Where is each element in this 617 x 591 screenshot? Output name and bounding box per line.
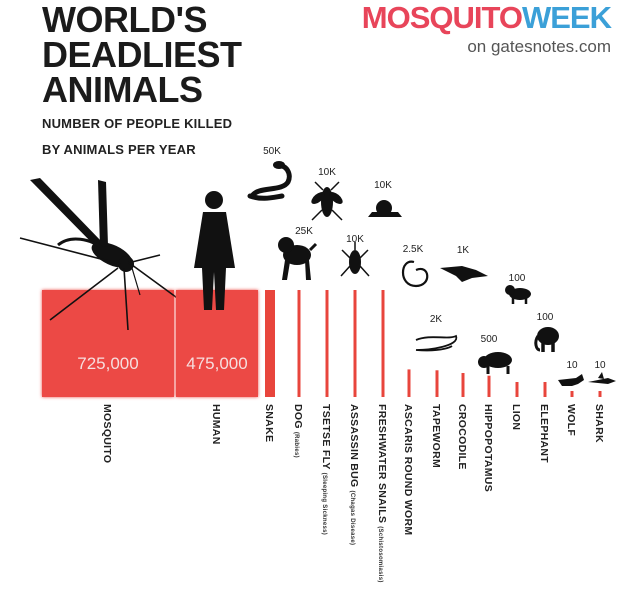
chart-subtitle-line-1: NUMBER OF PEOPLE KILLED — [42, 116, 233, 131]
bar-group-hippopotamus: 500 HIPPOPOTAMUS — [478, 334, 512, 492]
data-label: 725,000 — [77, 354, 138, 373]
brand-logo: MOSQUITOWEEK on gatesnotes.com — [361, 0, 612, 57]
bar-group-ascaris-round-worm: 2.5K ASCARIS ROUND WORM — [401, 244, 429, 535]
tapeworm-icon — [415, 334, 457, 352]
category-label: TAPEWORM — [430, 404, 442, 468]
data-label: 2K — [430, 314, 443, 325]
chart-title-line-1: WORLD'S — [42, 0, 208, 40]
bar — [381, 290, 385, 397]
data-label: 500 — [481, 334, 498, 345]
bar-group-freshwater-snails: 10K FRESHWATER SNAILS(Schistosomiasis) — [368, 180, 402, 583]
bar-group-snake: 50K SNAKE — [247, 146, 292, 442]
bar-group-wolf: 10 WOLF — [558, 360, 584, 436]
elephant-icon — [534, 327, 559, 352]
category-label: FRESHWATER SNAILS(Schistosomiasis) — [376, 404, 388, 583]
wolf-icon — [558, 374, 584, 386]
category-label: HUMAN — [210, 404, 222, 445]
bar — [515, 382, 519, 397]
category-label: SHARK — [593, 404, 605, 443]
hippopotamus-icon — [478, 352, 512, 374]
bar — [461, 373, 465, 397]
category-label: DOG(Rabies) — [292, 404, 304, 458]
data-label: 10K — [346, 234, 364, 245]
bar — [570, 391, 574, 397]
data-label: 2.5K — [403, 244, 424, 255]
dog-icon — [278, 237, 318, 280]
human-icon — [194, 191, 235, 310]
category-label: TSETSE FLY(Sleeping Sickness) — [320, 404, 332, 535]
bar-group-shark: 10 SHARK — [588, 360, 616, 443]
data-label: 100 — [537, 312, 554, 323]
bar — [543, 382, 547, 397]
roundworm-icon — [401, 260, 429, 288]
chart-title-block: WORLD'S DEADLIEST ANIMALS NUMBER OF PEOP… — [42, 2, 302, 159]
category-label: ASSASSIN BUG(Chagas Disease) — [348, 404, 360, 545]
category-label: HIPPOPOTAMUS — [482, 404, 494, 492]
bar — [407, 369, 411, 397]
data-label: 50K — [263, 146, 281, 157]
data-label: 10K — [318, 167, 336, 178]
bar-group-dog: 25K DOG(Rabies) — [278, 226, 318, 458]
data-label: 1K — [457, 245, 470, 256]
brand-wordmark: MOSQUITOWEEK — [361, 0, 612, 36]
data-label: 10 — [594, 360, 606, 371]
data-label: 100 — [509, 273, 526, 284]
bar-group-lion: 100 LION — [505, 273, 531, 430]
category-label: ASCARIS ROUND WORM — [402, 404, 414, 535]
tsetse-fly-icon — [311, 181, 343, 221]
brand-part-mosquito: MOSQUITO — [361, 0, 523, 35]
bar-group-assassin-bug: 10K ASSASSIN BUG(Chagas Disease) — [340, 234, 370, 545]
bar — [353, 290, 357, 397]
category-label: CROCODILE — [456, 404, 468, 470]
bar-group-mosquito: 725,000 MOSQUITO — [19, 178, 181, 463]
snail-icon — [368, 200, 402, 217]
bar-group-tapeworm: 2K TAPEWORM — [415, 314, 457, 468]
category-label: LION — [510, 404, 522, 430]
assassin-bug-icon — [340, 242, 370, 277]
data-label: 475,000 — [186, 354, 247, 373]
data-label: 10K — [374, 180, 392, 191]
data-label: 10 — [566, 360, 578, 371]
brand-part-week: WEEK — [522, 0, 612, 35]
snake-icon — [247, 161, 292, 201]
bar — [42, 290, 174, 397]
category-label: SNAKE — [263, 404, 275, 442]
category-label: MOSQUITO — [101, 404, 113, 463]
bar — [265, 290, 275, 397]
brand-url: on gatesnotes.com — [467, 37, 611, 56]
chart-title-line-3: ANIMALS — [42, 69, 203, 110]
bar — [435, 370, 439, 397]
bar — [297, 290, 301, 397]
bar-group-elephant: 100 ELEPHANT — [534, 312, 559, 463]
data-label: 25K — [295, 226, 313, 237]
shark-icon — [588, 372, 616, 384]
bar-group-crocodile: 1K CROCODILE — [440, 245, 488, 470]
lion-icon — [505, 285, 531, 304]
category-label: WOLF — [565, 404, 577, 436]
bar — [598, 391, 602, 397]
chart-title-line-2: DEADLIEST — [42, 34, 242, 75]
bar-group-tsetse-fly: 10K TSETSE FLY(Sleeping Sickness) — [311, 167, 343, 535]
category-label: ELEPHANT — [538, 404, 550, 463]
mosquito-icon — [19, 178, 181, 331]
bar-group-human: 475,000 HUMAN — [176, 191, 258, 445]
bar — [325, 290, 329, 397]
crocodile-icon — [440, 266, 488, 282]
bar — [487, 375, 491, 397]
chart-subtitle-line-2: BY ANIMALS PER YEAR — [42, 142, 196, 157]
